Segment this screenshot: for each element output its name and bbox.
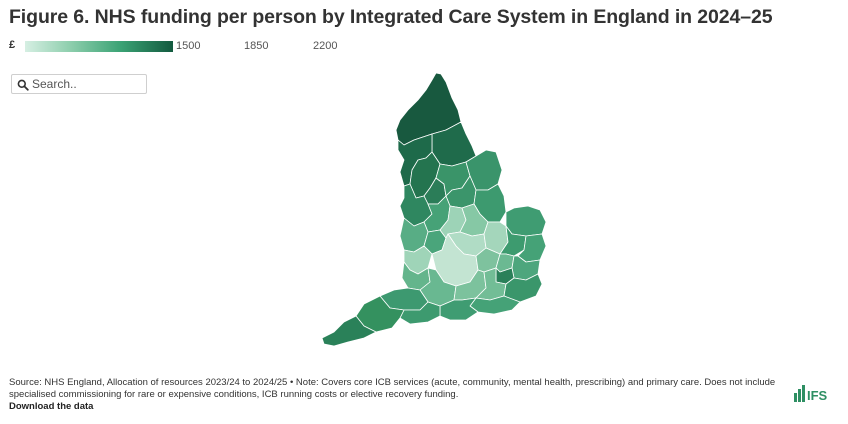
source-note: Source: NHS England, Allocation of resou… (9, 377, 776, 400)
region-norfolk[interactable] (505, 205, 547, 237)
search-icon (17, 79, 29, 91)
chart-title: Figure 6. NHS funding per person by Inte… (9, 6, 773, 28)
legend-tick-2200: 2200 (313, 40, 338, 52)
legend-currency: £ (9, 39, 16, 51)
region-cornwall[interactable] (321, 315, 377, 347)
region-dorset[interactable] (399, 301, 441, 325)
search-box[interactable] (11, 74, 147, 94)
ifs-logo: IFS (794, 385, 828, 402)
search-input[interactable] (32, 76, 142, 92)
region-hampshire[interactable] (439, 297, 479, 321)
legend-gradient-bar (25, 41, 173, 52)
legend-tick-1500: 1500 (176, 40, 201, 52)
ifs-logo-text: IFS (807, 388, 828, 402)
download-data-link[interactable]: Download the data (9, 401, 94, 412)
legend-tick-1850: 1850 (244, 40, 269, 52)
